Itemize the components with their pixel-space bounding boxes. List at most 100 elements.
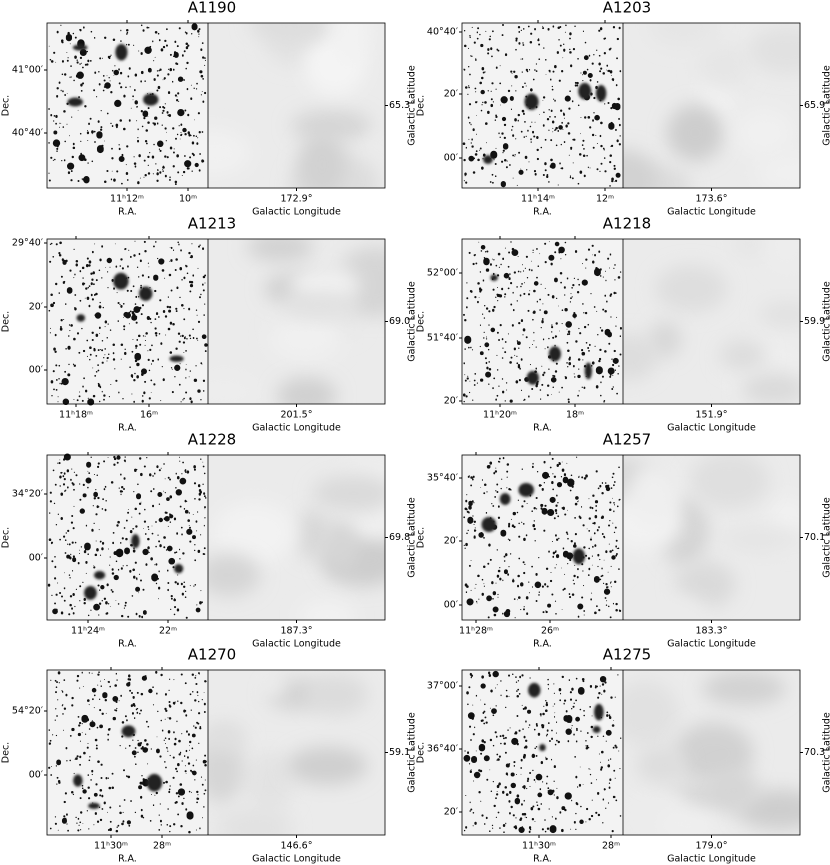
smooth-blob — [628, 462, 680, 526]
ra-tick-label: 12ᵐ — [596, 194, 614, 205]
smoothed-features — [208, 461, 385, 620]
panel-title: A1257 — [603, 431, 651, 449]
panel-title: A1270 — [188, 646, 236, 664]
smooth-blob — [623, 333, 658, 381]
glon-label: Galactic Longitude — [252, 854, 341, 865]
glat-value: 59.9° — [804, 316, 830, 327]
dec-tick-label: 36°40′ — [427, 744, 458, 755]
panel: A1270 11ʰ30ᵐ 28ᵐ 54°20′ 00′ 146.6° 59.1° R.A. Ga… — [1, 646, 418, 865]
smooth-blob — [246, 751, 294, 814]
smooth-blob — [719, 339, 767, 372]
glon-label: Galactic Longitude — [252, 423, 341, 434]
glat-label: Galactic Latitude — [822, 712, 830, 793]
ra-label: R.A. — [118, 423, 137, 434]
smooth-blob — [675, 561, 736, 608]
glat-label: Galactic Latitude — [407, 712, 418, 793]
ra-tick-label: 18ᵐ — [566, 410, 584, 421]
glat-value: 69.0° — [389, 316, 415, 327]
glat-label: Galactic Latitude — [822, 65, 830, 146]
stars — [48, 23, 207, 186]
panel: A1257 11ʰ28ᵐ 26ᵐ 35°40′ 20′ 00′ 183.3° 70.1° R.A… — [416, 431, 830, 650]
galaxy — [595, 85, 607, 102]
smoothed-features — [208, 23, 385, 188]
glon-value: 151.9° — [696, 410, 728, 421]
ra-tick-label: 28ᵐ — [602, 841, 620, 852]
galaxy — [121, 725, 136, 738]
smooth-blob — [666, 104, 724, 162]
ra-tick-label: 10ᵐ — [179, 194, 197, 205]
dec-tick-label: 20′ — [444, 536, 458, 547]
galaxy — [528, 682, 541, 698]
smooth-blob — [748, 26, 800, 75]
glat-value: 70.1° — [804, 532, 830, 543]
dec-tick-label: 34°20′ — [12, 489, 43, 500]
smooth-blob — [254, 671, 287, 698]
stars — [48, 670, 207, 834]
ra-label: R.A. — [533, 639, 552, 650]
ra-tick-label: 11ʰ18ᵐ — [59, 410, 93, 421]
glon-label: Galactic Longitude — [667, 423, 756, 434]
smooth-blob — [208, 553, 261, 597]
smoothed-features — [208, 239, 385, 404]
panel-title: A1190 — [188, 0, 236, 17]
panel-title: A1213 — [188, 215, 236, 233]
ra-tick-label: 26ᵐ — [541, 626, 559, 637]
panel: A1218 11ʰ20ᵐ 18ᵐ 52°00′ 51°40′ 20′ 151.9° 59.9°… — [416, 215, 830, 434]
smooth-blob — [248, 23, 332, 41]
smooth-blob — [220, 806, 293, 835]
optical-image — [462, 670, 623, 835]
galaxy — [146, 773, 163, 792]
dec-tick-label: 00′ — [444, 600, 458, 611]
glat-value: 59.1° — [389, 747, 415, 758]
stars — [48, 240, 208, 406]
galaxy — [592, 725, 601, 734]
ra-tick-label: 22ᵐ — [159, 626, 177, 637]
glat-label: Galactic Latitude — [407, 65, 418, 146]
smooth-blob — [755, 152, 800, 188]
dec-label: Dec. — [416, 527, 427, 548]
dec-tick-label: 41°00′ — [12, 65, 43, 76]
dec-tick-label: 52°00′ — [427, 268, 458, 279]
glon-value: 173.6° — [696, 194, 728, 205]
stars — [463, 670, 622, 834]
dec-tick-label: 29°40′ — [12, 238, 43, 249]
galaxy — [539, 744, 546, 752]
glon-label: Galactic Longitude — [667, 854, 756, 865]
smooth-blob — [246, 239, 314, 262]
smooth-blob — [286, 746, 368, 785]
panel-title: A1228 — [188, 431, 236, 449]
smooth-blob — [312, 473, 385, 514]
smooth-blob — [658, 809, 719, 835]
ra-label: R.A. — [118, 854, 137, 865]
smooth-blob — [641, 594, 709, 620]
smooth-blob — [276, 377, 338, 404]
ra-tick-label: 11ʰ30ᵐ — [522, 841, 556, 852]
smooth-blob — [268, 313, 343, 362]
galaxy — [72, 44, 88, 51]
galaxy — [594, 703, 604, 721]
ra-tick-label: 28ᵐ — [153, 841, 171, 852]
panel-title: A1203 — [603, 0, 651, 17]
galaxy — [76, 314, 86, 322]
galaxy — [174, 564, 184, 574]
dec-label: Dec. — [1, 311, 12, 332]
dec-tick-label: 37°00′ — [427, 681, 458, 692]
smooth-blob — [306, 674, 369, 716]
smooth-blob — [649, 321, 682, 358]
panel-title: A1275 — [603, 646, 651, 664]
galaxy — [73, 774, 83, 787]
panel: A1213 11ʰ18ᵐ 16ᵐ 29°40′ 20′ 00′ 201.5° 69.0° R.A… — [1, 215, 418, 434]
dec-label: Dec. — [416, 95, 427, 116]
glon-value: 146.6° — [281, 841, 313, 852]
dec-label: Dec. — [1, 527, 12, 548]
ra-label: R.A. — [118, 207, 137, 218]
smooth-blob — [297, 132, 347, 188]
galaxy — [143, 93, 159, 106]
ra-tick-label: 11ʰ14ᵐ — [521, 194, 555, 205]
ra-tick-label: 11ʰ20ᵐ — [483, 410, 517, 421]
galaxy — [94, 570, 106, 580]
galaxy — [67, 97, 84, 107]
smoothed-features — [208, 671, 369, 835]
glon-label: Galactic Longitude — [667, 207, 756, 218]
dec-tick-label: 20′ — [444, 807, 458, 818]
